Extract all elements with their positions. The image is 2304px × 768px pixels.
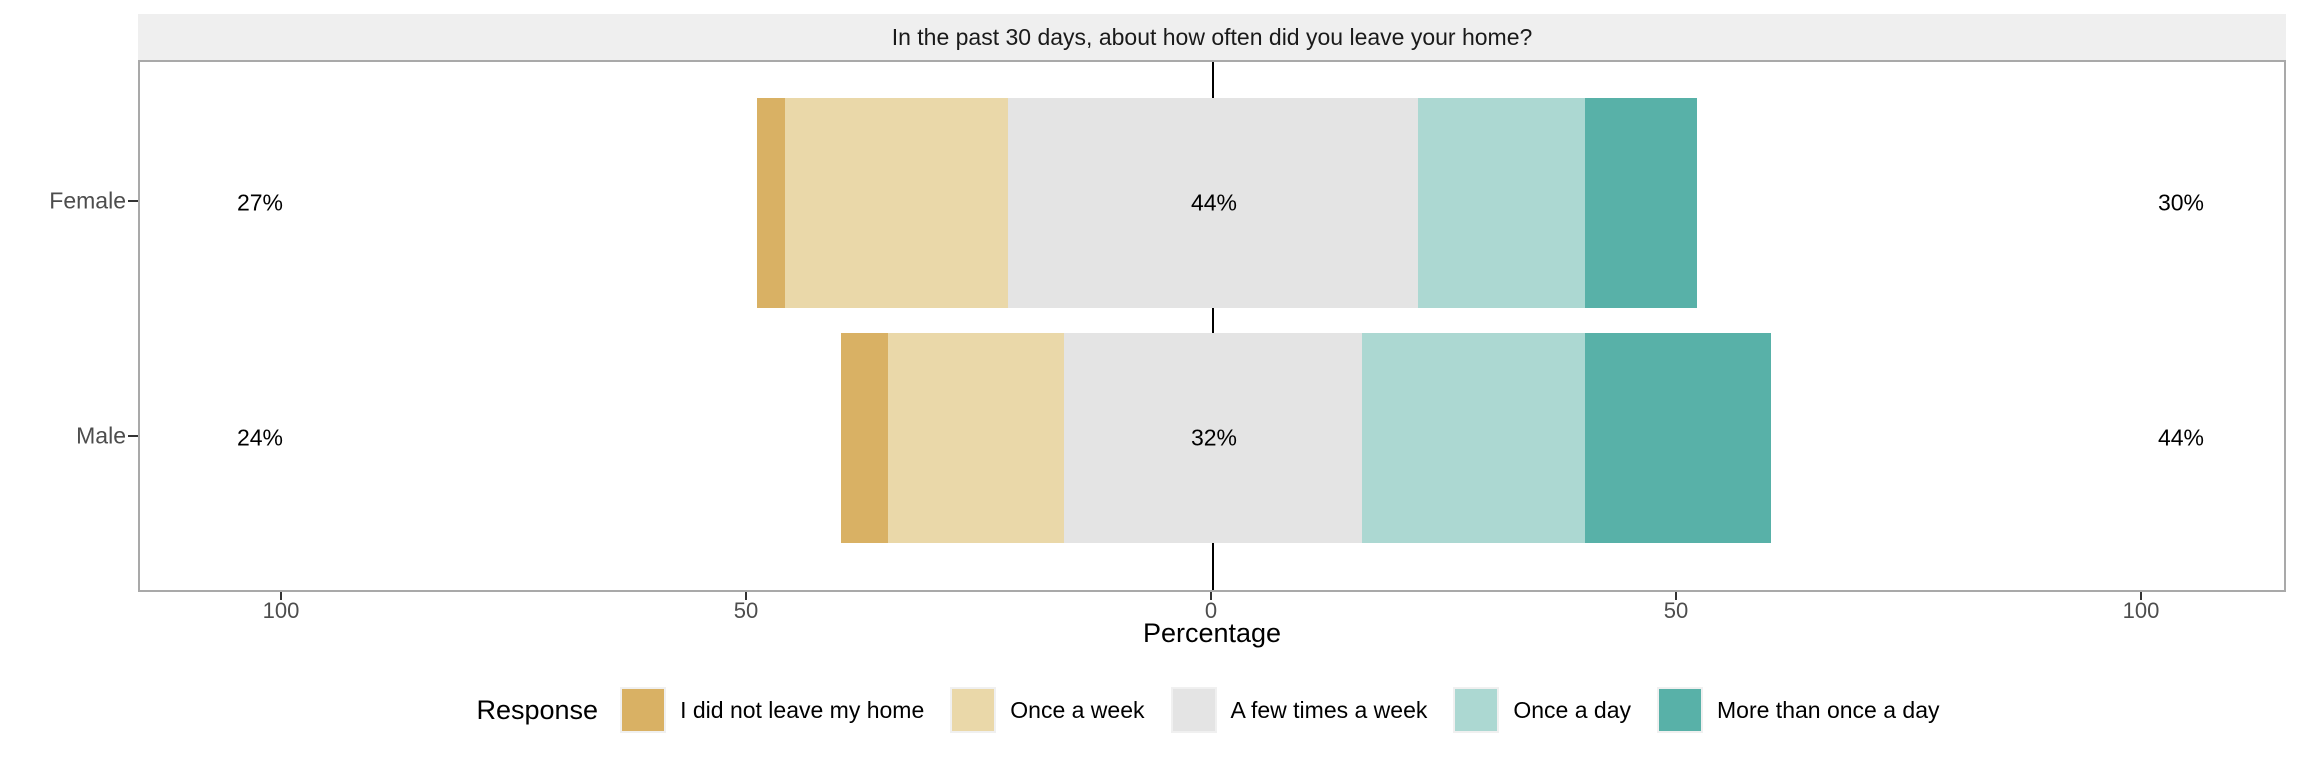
x-axis-tick-label: 50 — [733, 598, 759, 623]
legend-item-label: A few times a week — [1230, 696, 1428, 723]
legend-item-4: Once a day — [1453, 687, 1631, 733]
legend-swatch-icon — [1172, 689, 1215, 731]
legend-items: I did not leave my home Once a week A few … — [620, 687, 1947, 733]
bar-segment-male-4 — [1361, 333, 1585, 543]
bar-label-center-female: 44% — [1190, 189, 1238, 216]
legend-swatch-icon — [1659, 689, 1702, 731]
x-axis-tick-label: 50 — [1663, 598, 1689, 623]
x-axis-tick — [2140, 592, 2142, 600]
zero-reference-line — [1212, 62, 1214, 590]
legend-key — [1453, 687, 1500, 733]
legend-item-label: More than once a day — [1717, 696, 1940, 723]
y-axis-tick — [128, 200, 138, 202]
bar-segment-male-1 — [841, 333, 888, 543]
x-axis-tick-label: 100 — [2122, 598, 2160, 623]
x-axis-title: Percentage — [1142, 618, 1282, 648]
x-axis-tick — [1675, 592, 1677, 600]
y-axis-tick — [128, 435, 138, 437]
bar-segment-female-3 — [1008, 98, 1418, 308]
x-axis-tick-label: 0 — [1204, 598, 1218, 623]
bar-segment-female-2 — [785, 98, 1009, 308]
legend-item-2: Once a week — [950, 687, 1145, 733]
legend-key — [1657, 687, 1704, 733]
legend-key — [1170, 687, 1217, 733]
legend-key — [950, 687, 997, 733]
bar-segment-male-3 — [1064, 333, 1362, 543]
facet-strip: In the past 30 days, about how often did… — [138, 14, 2286, 60]
legend-item-5: More than once a day — [1657, 687, 1940, 733]
bar-segment-female-1 — [757, 98, 786, 308]
legend-item-label: I did not leave my home — [680, 696, 925, 723]
x-axis-tick — [280, 592, 282, 600]
legend-item-label: Once a week — [1010, 696, 1145, 723]
bar-label-center-male: 32% — [1190, 424, 1238, 451]
plot-panel: 27% 44% 30% 24% 32% 44% — [138, 60, 2286, 592]
legend-item-label: Once a day — [1513, 696, 1632, 723]
legend-swatch-icon — [622, 689, 665, 731]
legend: Response I did not leave my home Once a w… — [138, 686, 2286, 734]
x-axis-tick — [745, 592, 747, 600]
bar-total-right-male: 44% — [2157, 424, 2205, 451]
legend-title: Response — [476, 694, 599, 725]
x-axis-tick-label: 100 — [262, 598, 300, 623]
bar-segment-male-5 — [1585, 333, 1771, 543]
bar-total-right-female: 30% — [2157, 189, 2205, 216]
bar-segment-male-2 — [887, 333, 1065, 543]
legend-item-3: A few times a week — [1170, 687, 1428, 733]
x-axis-tick — [1210, 592, 1212, 600]
legend-item-1: I did not leave my home — [620, 687, 924, 733]
bar-segment-female-4 — [1417, 98, 1585, 308]
chart-title: In the past 30 days, about how often did… — [891, 23, 1533, 50]
bar-segment-female-5 — [1585, 98, 1697, 308]
bar-total-left-male: 24% — [236, 424, 284, 451]
legend-key — [620, 687, 667, 733]
bar-total-left-female: 27% — [236, 189, 284, 216]
y-axis-label-male: Male — [76, 422, 126, 449]
y-axis-label-female: Female — [49, 187, 126, 214]
legend-swatch-icon — [952, 689, 995, 731]
legend-swatch-icon — [1455, 689, 1498, 731]
